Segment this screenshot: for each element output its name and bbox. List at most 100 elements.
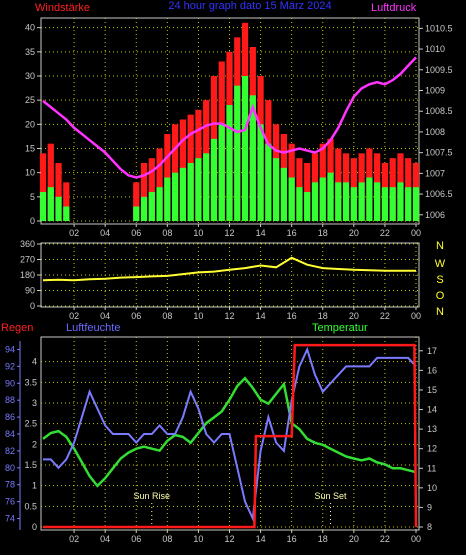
wind-gust-bar — [47, 143, 54, 221]
wind-left-ticks: 0 5 10 15 20 25 30 35 40 — [25, 23, 41, 226]
wind-x-tick-label: 10 — [193, 228, 203, 238]
compass-n-bottom: N — [436, 306, 444, 318]
climate-x-tick-label: 02 — [69, 534, 79, 544]
climate-x-tick-label: 10 — [193, 534, 203, 544]
compass-s: S — [436, 274, 443, 286]
wind-x-tick-label: 08 — [162, 228, 172, 238]
direction-x-tick-label: 16 — [287, 311, 297, 321]
wind-left-tick-label: 10 — [25, 168, 35, 178]
windstaerke-label: Windstärke — [35, 2, 90, 14]
rain-tick-label: 3.5 — [24, 377, 37, 387]
rain-tick-label: 2 — [32, 439, 37, 449]
climate-x-tick-label: 18 — [318, 534, 328, 544]
wind-average-bar — [140, 196, 148, 221]
sun-annotation-label: Sun Rise — [134, 491, 171, 501]
rain-tick-label: 1 — [32, 481, 37, 491]
wind-average-bar — [288, 177, 295, 221]
wind-average-bar — [311, 182, 319, 221]
wind-average-bar — [47, 187, 54, 221]
wind-x-tick-label: 02 — [69, 228, 79, 238]
humidity-tick-label: 92 — [5, 361, 15, 371]
climate-x-ticks: 02 04 06 08 10 12 14 16 18 20 22 00 — [69, 530, 421, 544]
wind-gust-bar — [148, 158, 155, 221]
temperature-tick-label: 9 — [427, 502, 432, 512]
direction-x-tick-label: 10 — [193, 311, 203, 321]
sun-annotation-label: Sun Set — [315, 491, 348, 501]
rain-tick-label: 0 — [32, 522, 37, 532]
direction-x-tick-label: 00 — [411, 311, 421, 321]
wind-x-tick-label: 18 — [318, 228, 328, 238]
wind-average-bar — [405, 187, 412, 221]
wind-x-ticks: 02 04 06 08 10 12 14 16 18 20 22 00 — [69, 224, 421, 238]
wind-average-bar — [273, 158, 280, 221]
wind-average-bar — [366, 177, 373, 221]
pressure-tick-label: 1010.5 — [425, 23, 453, 33]
temperature-tick-label: 11 — [427, 463, 436, 473]
direction-line — [42, 256, 416, 282]
direction-x-tick-label: 18 — [318, 311, 328, 321]
climate-x-tick-label: 20 — [349, 534, 359, 544]
temperature-tick-label: 13 — [427, 424, 437, 434]
wind-x-tick-label: 12 — [224, 228, 234, 238]
pressure-tick-label: 1006.5 — [425, 189, 453, 199]
wind-average-bar — [280, 167, 288, 221]
direction-left-tick-label: 0 — [30, 301, 35, 311]
wind-x-tick-label: 14 — [256, 228, 266, 238]
chart-title: 24 hour graph dato 15 März 2024 — [168, 0, 331, 12]
pressure-line — [42, 56, 417, 179]
wind-average-bar — [265, 143, 272, 221]
wind-x-tick-label: 16 — [287, 228, 297, 238]
wind-average-bar — [210, 138, 218, 221]
sun-annotations: Sun Rise Sun Set — [134, 491, 348, 526]
direction-left-tick-label: 270 — [20, 255, 35, 265]
humidity-tick-label: 88 — [5, 395, 15, 405]
wind-x-tick-label: 00 — [411, 228, 421, 238]
humidity-tick-label: 80 — [5, 463, 15, 473]
compass-n-top: N — [436, 240, 444, 252]
temperature-tick-label: 10 — [427, 483, 437, 493]
wind-left-tick-label: 35 — [25, 47, 35, 57]
direction-x-tick-label: 04 — [100, 311, 110, 321]
pressure-tick-label: 1007 — [425, 168, 445, 178]
wind-x-tick-label: 22 — [380, 228, 390, 238]
luftdruck-label: Luftdruck — [371, 2, 417, 14]
rain-tick-label: 4 — [32, 357, 37, 367]
humidity-ticks: 74 76 78 80 82 84 86 88 90 92 94 — [5, 341, 21, 530]
wind-direction-chart: 0 90 180 270 360 02 04 06 08 10 12 14 16 18 20 22 00 N … — [20, 239, 446, 321]
wind-average-bar — [226, 105, 233, 221]
humidity-tick-label: 76 — [5, 497, 15, 507]
direction-x-tick-label: 06 — [131, 311, 141, 321]
direction-left-tick-label: 90 — [25, 286, 35, 296]
wind-average-bar — [39, 192, 47, 221]
direction-x-tick-label: 20 — [349, 311, 359, 321]
rain-ticks: 0 0.5 1 1.5 2 2.5 3 3.5 4 — [24, 357, 37, 532]
wind-average-bar — [350, 187, 357, 221]
rain-tick-label: 1.5 — [24, 460, 37, 470]
temperature-tick-label: 16 — [427, 365, 437, 375]
wind-average-bar — [304, 192, 311, 221]
humidity-line — [43, 346, 417, 523]
wind-average-bar — [358, 182, 365, 221]
wind-average-bar — [374, 182, 381, 221]
wind-average-bar — [249, 95, 256, 221]
temperature-tick-label: 14 — [427, 405, 437, 415]
rain-humidity-temperature-chart: Sun Rise Sun Set 0 0.5 1 1.5 2 2.5 3 3.5 4 74 76 78… — [1, 322, 437, 544]
rain-tick-label: 3 — [32, 398, 37, 408]
wind-average-bar — [63, 206, 70, 221]
pressure-tick-label: 1008.5 — [425, 106, 453, 116]
pressure-right-ticks: 1006 1006.5 1007 1007.5 1008 1008.5 1009 1009.5… — [419, 23, 453, 220]
wind-average-bar — [397, 182, 404, 221]
direction-x-tick-label: 22 — [380, 311, 390, 321]
wind-average-bar — [257, 124, 264, 221]
wind-x-tick-label: 04 — [100, 228, 110, 238]
wind-average-bar — [412, 187, 420, 221]
direction-x-tick-label: 14 — [256, 311, 266, 321]
compass-o: O — [436, 290, 445, 302]
wind-left-tick-label: 40 — [25, 23, 35, 33]
compass-w: W — [435, 258, 446, 270]
humidity-tick-label: 94 — [5, 344, 15, 354]
wind-average-bar — [335, 182, 342, 221]
wind-average-bar — [218, 124, 225, 221]
rain-tick-label: 2.5 — [24, 419, 37, 429]
pressure-tick-label: 1009.5 — [425, 65, 453, 75]
